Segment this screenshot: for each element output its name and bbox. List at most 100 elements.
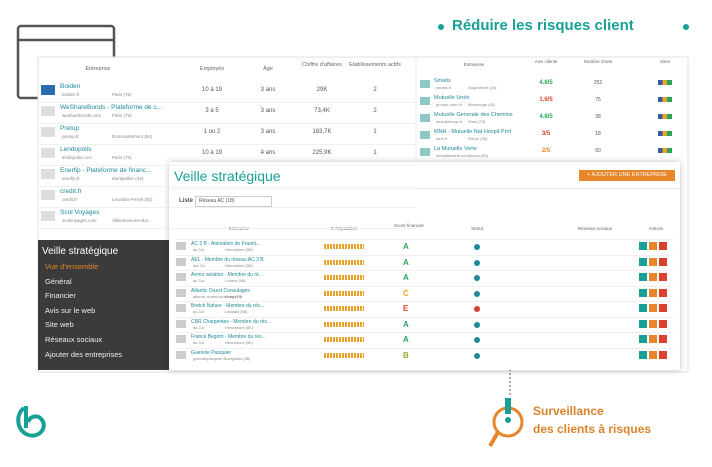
review-count: 60 [595, 148, 601, 154]
financial-score: A [403, 273, 409, 282]
column-header: Sites [659, 59, 670, 64]
column-header: Actions [648, 226, 664, 231]
company-name: Atlantic Ouest Consulages [191, 287, 250, 294]
company-site: pretup.fr [62, 134, 79, 139]
cell: 1 [373, 129, 377, 135]
action-button[interactable] [659, 304, 667, 312]
status-dot [474, 352, 480, 359]
add-button[interactable]: + AJOUTER UNE ENTREPRISE [579, 170, 675, 181]
status-dot [474, 306, 480, 312]
action-button[interactable] [639, 257, 647, 266]
menu-item[interactable]: Site web [45, 320, 74, 330]
menu-item[interactable]: Vue d'ensemble [45, 262, 99, 271]
action-button[interactable] [639, 242, 647, 250]
row-line [38, 144, 416, 145]
action-button[interactable] [649, 242, 657, 250]
company-site: mutuellemgc.fr [436, 119, 463, 124]
action-button[interactable] [649, 319, 657, 328]
status-dot [474, 321, 480, 328]
list-select[interactable]: Réseau AC (18) [195, 196, 272, 207]
row-line [38, 186, 416, 187]
reputation-bar [324, 259, 364, 265]
logo [420, 148, 430, 156]
financial-score: E [403, 304, 409, 313]
cell: 225,9K [312, 150, 332, 156]
menu-item[interactable]: Financier [45, 291, 76, 301]
action-button[interactable] [639, 273, 647, 281]
action-button[interactable] [639, 288, 647, 297]
action-button[interactable] [659, 335, 667, 343]
menu-item[interactable]: Ajouter des entreprises [45, 349, 123, 359]
logo [41, 169, 55, 179]
company-city: Hennebont (56) [225, 324, 253, 330]
action-button[interactable] [659, 319, 667, 328]
action-button[interactable] [649, 257, 657, 266]
logo [41, 85, 55, 95]
action-button[interactable] [639, 304, 647, 312]
company-city: Villeneuve-les-Bor... [112, 218, 152, 223]
reputation-bar [324, 337, 364, 342]
action-button[interactable] [649, 335, 657, 343]
action-button[interactable] [659, 273, 667, 281]
cell: 1 [373, 150, 377, 156]
company-city: Hennebont (56) [225, 262, 253, 268]
company-site: atlantic-ouest-consulages.fr [193, 293, 242, 299]
action-button[interactable] [649, 304, 657, 312]
company-name: Armor aviation - Membre du ré... [191, 272, 263, 278]
cell: 163,7K [312, 129, 332, 135]
row-line [174, 270, 674, 271]
company-site: smatis.fr [436, 85, 452, 90]
divider [169, 188, 680, 189]
company-site: ac-3-b [193, 309, 205, 314]
cell: 3 ans [260, 87, 276, 93]
status-dot [474, 290, 480, 297]
company-site: ac-3-b [193, 278, 205, 283]
menu-item[interactable]: Réseaux sociaux [45, 335, 103, 344]
logo [41, 106, 55, 116]
company-name: Mutuelle Unéo [434, 95, 470, 101]
logo [420, 131, 430, 139]
financial-score: A [403, 335, 409, 344]
company-city: Paris (75) [112, 92, 132, 97]
panel-title: Veille stratégique [174, 168, 281, 184]
column-header: Statut [471, 226, 483, 231]
logo [41, 148, 55, 158]
financial-score: B [403, 350, 409, 360]
action-button[interactable] [649, 288, 657, 297]
reputation-bar [324, 290, 364, 296]
review-count: 75 [595, 97, 601, 103]
logo [176, 273, 186, 281]
company-site: boiden.fr [62, 92, 80, 97]
action-button[interactable] [659, 257, 667, 266]
company-city: Landaul (56) [225, 309, 248, 314]
cell: 2 [373, 87, 377, 93]
company-city: Hennebont (56) [225, 247, 253, 252]
row-line [174, 239, 674, 240]
review-count: 252 [593, 80, 603, 86]
row-line [38, 102, 416, 103]
menu-item[interactable]: Général [45, 276, 72, 286]
status-dot [474, 337, 480, 343]
site-icons [658, 97, 672, 102]
logo [41, 211, 55, 221]
company-site: ac-3-b [193, 324, 205, 330]
action-button[interactable] [659, 350, 667, 359]
review-count: 38 [595, 114, 601, 120]
action-button[interactable] [659, 242, 667, 250]
company-city: Paris (75) [468, 119, 486, 124]
action-button[interactable] [649, 273, 657, 281]
status-dot [474, 244, 480, 250]
action-button[interactable] [649, 350, 657, 359]
row-line [174, 301, 674, 302]
action-button[interactable] [639, 350, 647, 359]
row-line [174, 316, 674, 318]
action-button[interactable] [639, 335, 647, 343]
action-button[interactable] [659, 288, 667, 297]
site-icons [658, 148, 672, 153]
page-title: Réduire les risques client [452, 17, 634, 34]
action-button[interactable] [639, 319, 647, 328]
logo [176, 335, 186, 343]
menu-item[interactable]: Avis sur le web [45, 305, 96, 315]
list-label: Liste [179, 198, 194, 204]
